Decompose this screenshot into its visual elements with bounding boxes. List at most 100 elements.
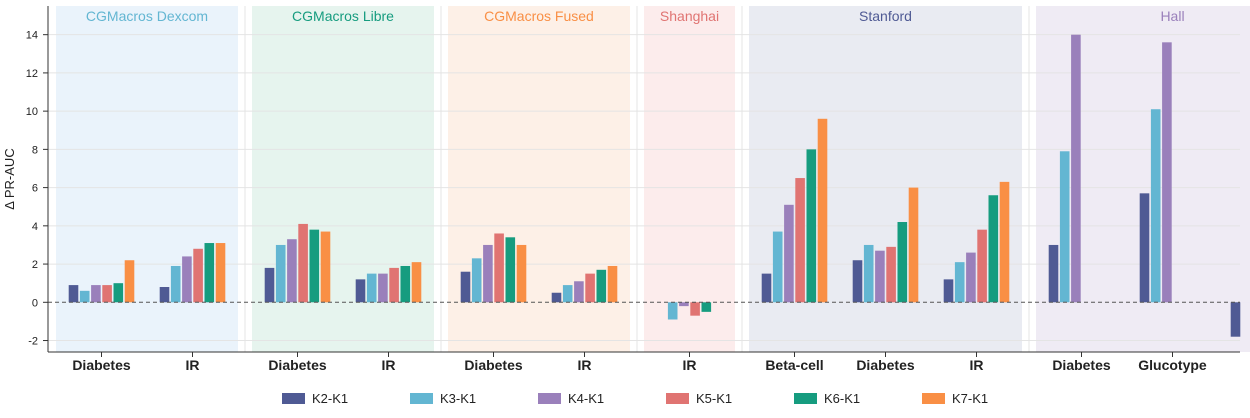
legend-label-k2-k1: K2-K1 [312, 391, 348, 406]
x-tick-label: Glucotype [1138, 357, 1207, 373]
bar-stanford-diabetes-k3-k1 [863, 244, 874, 303]
bar-hall-diabetes-k2-k1 [1048, 244, 1059, 303]
bar-stanford-ir-k4-k1 [966, 252, 976, 303]
bar-cgmacros-dexcom-ir-k3-k1 [170, 265, 181, 303]
group-backgrounds [56, 6, 1250, 352]
gridlines [48, 6, 1240, 352]
bar-cgmacros-libre-diabetes-k2-k1 [264, 267, 275, 303]
bar-cgmacros-dexcom-ir-k2-k1 [159, 287, 170, 303]
x-tick-label: Beta-cell [765, 357, 823, 373]
legend-swatch-k3-k1 [410, 393, 433, 404]
y-tick-label: 8 [32, 144, 38, 156]
x-tick-label: Diabetes [1052, 357, 1111, 373]
bar-shanghai-ir-k4-k1 [679, 302, 689, 307]
bar-shanghai-ir-k3-k1 [667, 302, 678, 320]
group-title-stanford: Stanford [859, 8, 912, 24]
x-tick-label: IR [683, 357, 697, 373]
y-tick-label: 12 [26, 68, 38, 80]
bar-cgmacros-dexcom-ir-k5-k1 [193, 248, 203, 303]
bar-stanford-diabetes-k2-k1 [852, 260, 863, 303]
y-tick-label: 2 [32, 259, 38, 271]
group-title-shanghai: Shanghai [660, 8, 719, 24]
bar-cgmacros-fused-diabetes-k2-k1 [460, 271, 471, 303]
bar-cgmacros-fused-ir-k4-k1 [574, 281, 584, 303]
x-tick-label: Diabetes [464, 357, 523, 373]
bar-cgmacros-dexcom-diabetes-k4-k1 [91, 285, 101, 303]
bar-cgmacros-dexcom-ir-k4-k1 [182, 256, 192, 303]
x-tick-label: IR [186, 357, 200, 373]
bar-stanford-diabetes-k6-k1 [897, 222, 908, 303]
bar-stanford-beta-cell-k3-k1 [772, 231, 783, 303]
bar-stanford-beta-cell-k4-k1 [784, 204, 794, 303]
bar-cgmacros-fused-diabetes-k6-k1 [505, 237, 516, 303]
bar-cgmacros-fused-ir-k3-k1 [562, 285, 573, 303]
x-tick-label: IR [578, 357, 592, 373]
legend-swatch-k6-k1 [794, 393, 817, 404]
bar-cgmacros-fused-diabetes-k7-k1 [516, 244, 527, 303]
bar-cgmacros-libre-diabetes-k6-k1 [309, 229, 320, 303]
bar-hall-glucotype-k3-k1 [1150, 109, 1161, 303]
bar-shanghai-ir-k5-k1 [690, 302, 700, 316]
bar-cgmacros-libre-ir-k7-k1 [411, 262, 422, 303]
bar-cgmacros-fused-diabetes-k5-k1 [494, 233, 504, 303]
y-tick-label: 10 [26, 106, 38, 118]
bar-cgmacros-fused-diabetes-k4-k1 [483, 244, 493, 303]
bar-stanford-ir-k5-k1 [977, 229, 987, 303]
bar-stanford-ir-k6-k1 [988, 195, 999, 303]
bar-stanford-beta-cell-k5-k1 [795, 178, 805, 303]
bar-stanford-ir-k7-k1 [999, 181, 1010, 303]
legend-swatch-k2-k1 [282, 393, 305, 404]
bar-cgmacros-fused-ir-k5-k1 [585, 273, 595, 303]
bar-stanford-diabetes-k4-k1 [875, 250, 885, 303]
group-title-cgmacros-fused: CGMacros Fused [484, 8, 594, 24]
bar-cgmacros-libre-ir-k6-k1 [400, 265, 411, 303]
y-tick-label: -2 [28, 336, 38, 348]
bar-cgmacros-libre-diabetes-k5-k1 [298, 223, 308, 303]
bars [68, 34, 1250, 337]
legend-label-k4-k1: K4-K1 [568, 391, 604, 406]
bar-cgmacros-libre-ir-k4-k1 [378, 273, 388, 303]
bar-stanford-beta-cell-k2-k1 [761, 273, 772, 303]
bar-stanford-diabetes-k5-k1 [886, 246, 896, 303]
y-tick-label: 4 [32, 221, 38, 233]
bar-cgmacros-libre-ir-k5-k1 [389, 267, 399, 303]
x-tick-label: Diabetes [268, 357, 327, 373]
y-tick-label: 6 [32, 183, 38, 195]
group-background-stanford [749, 6, 1022, 352]
bar-cgmacros-dexcom-diabetes-k2-k1 [68, 285, 79, 303]
y-tick-label: 0 [32, 297, 38, 309]
bar-cgmacros-dexcom-diabetes-k3-k1 [79, 290, 90, 303]
x-tick-label: Diabetes [72, 357, 131, 373]
legend-swatch-k7-k1 [922, 393, 945, 404]
bar-stanford-beta-cell-k6-k1 [806, 149, 817, 303]
bar-cgmacros-fused-ir-k7-k1 [607, 265, 618, 303]
bar-hall-ir-k2-k1 [1230, 302, 1241, 337]
group-title-cgmacros-dexcom: CGMacros Dexcom [86, 8, 208, 24]
x-tick-label: Diabetes [856, 357, 915, 373]
legend-label-k6-k1: K6-K1 [824, 391, 860, 406]
bar-cgmacros-dexcom-diabetes-k7-k1 [124, 260, 135, 303]
y-tick-label: 14 [26, 30, 38, 42]
bar-shanghai-ir-k6-k1 [701, 302, 712, 312]
bar-cgmacros-libre-diabetes-k3-k1 [275, 244, 286, 303]
group-background-shanghai [644, 6, 735, 352]
bar-stanford-beta-cell-k7-k1 [817, 118, 828, 303]
bar-cgmacros-fused-ir-k2-k1 [551, 292, 562, 303]
x-tick-label: IR [970, 357, 984, 373]
bar-cgmacros-libre-ir-k2-k1 [355, 279, 366, 303]
bar-cgmacros-fused-diabetes-k3-k1 [471, 258, 482, 303]
bar-stanford-diabetes-k7-k1 [908, 187, 919, 303]
legend-swatch-k4-k1 [538, 393, 561, 404]
bar-cgmacros-libre-diabetes-k7-k1 [320, 231, 331, 303]
bar-cgmacros-dexcom-diabetes-k5-k1 [102, 285, 112, 303]
bar-hall-glucotype-k4-k1 [1162, 42, 1172, 303]
group-title-cgmacros-libre: CGMacros Libre [292, 8, 394, 24]
bar-stanford-ir-k3-k1 [954, 262, 965, 303]
legend-swatch-k5-k1 [666, 393, 689, 404]
legend-label-k7-k1: K7-K1 [952, 391, 988, 406]
bar-hall-glucotype-k2-k1 [1139, 193, 1150, 303]
bar-cgmacros-libre-diabetes-k4-k1 [287, 239, 297, 303]
labels: -2 0 2 4 6 8 10 12 14 CGMacros Dexcom Diabetes IR CG… [2, 8, 1207, 373]
